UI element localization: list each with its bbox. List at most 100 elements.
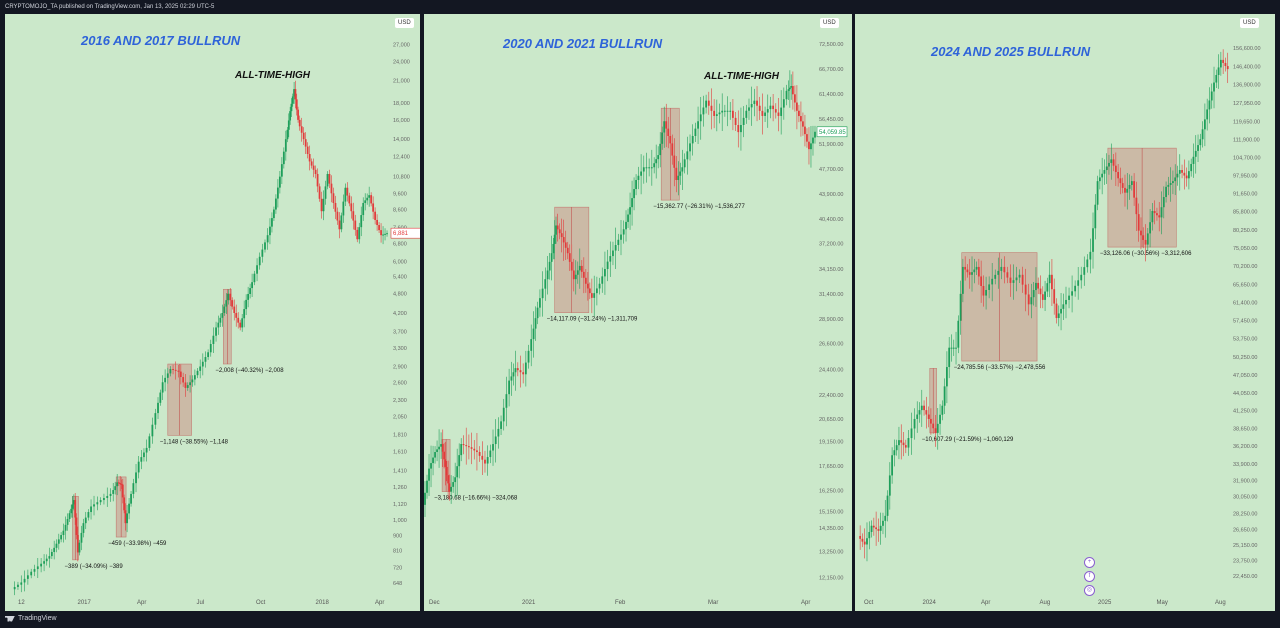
candle-body — [456, 466, 459, 478]
chart-panel-2020-2021[interactable]: 12,150.00 13,250.00 14,350.00 15,150.00 16,2… — [424, 14, 852, 611]
candle-body — [907, 438, 910, 448]
candle-body — [50, 551, 53, 557]
y-tick-label: 12,150.00 — [819, 576, 843, 582]
y-tick-label: 9,600 — [393, 192, 407, 198]
candle-body — [441, 444, 444, 452]
candle-body — [539, 298, 541, 308]
y-tick-label: 47,050.00 — [1233, 373, 1257, 379]
candle-body — [66, 519, 69, 525]
chart-svg-2[interactable]: 12,150.00 13,250.00 14,350.00 15,150.00 16,2… — [424, 14, 852, 611]
candle-body — [278, 176, 281, 188]
panel-title: 2024 AND 2025 BULLRUN — [931, 44, 1091, 59]
candle-body — [128, 503, 130, 514]
candle-body — [57, 539, 60, 544]
correction-label: −3,180.68 (−16.66%) −324,068 — [434, 496, 518, 502]
candle-body — [1190, 163, 1193, 172]
candle-body — [622, 229, 625, 235]
candle-body — [492, 444, 494, 451]
chart-svg-3[interactable]: 22,450.00 23,750.00 25,150.00 26,650.00 28,2… — [855, 14, 1275, 611]
candle-body — [1121, 183, 1124, 188]
y-tick-label: 37,200.00 — [819, 241, 843, 247]
candle-body — [606, 261, 609, 269]
candle-body — [734, 117, 737, 125]
candle-body — [510, 376, 513, 381]
y-tick-label: 25,150.00 — [1233, 543, 1257, 549]
candle-body — [742, 117, 745, 125]
candle-body — [380, 230, 382, 236]
candle-body — [186, 385, 189, 388]
candle-body — [225, 300, 228, 307]
candle-body — [959, 293, 962, 321]
plus-icon[interactable]: + — [1084, 557, 1095, 568]
candle-body — [588, 288, 591, 294]
candle-body — [444, 459, 447, 467]
candle-body — [927, 414, 930, 419]
currency-badge[interactable]: USD — [395, 18, 414, 28]
candle-body — [312, 165, 315, 170]
candle-body — [40, 563, 43, 567]
candle-body — [438, 446, 440, 450]
currency-badge[interactable]: USD — [1240, 18, 1259, 28]
candle-body — [271, 218, 273, 227]
candle-body — [1048, 274, 1051, 284]
candle-body — [470, 447, 473, 449]
x-tick-label: May — [1157, 600, 1168, 606]
currency-badge[interactable]: USD — [820, 18, 839, 28]
candle-body — [980, 276, 983, 287]
candle-body — [675, 167, 678, 180]
candle-body — [1015, 277, 1018, 281]
tradingview-logo[interactable]: TradingView — [5, 615, 57, 622]
candle-body — [715, 114, 718, 116]
candle-body — [116, 482, 119, 487]
y-tick-label: 111,900.00 — [1233, 137, 1260, 143]
candle-body — [1124, 187, 1126, 193]
y-tick-label: 2,300 — [393, 398, 407, 404]
chart-svg-1[interactable]: 648 720 810 900 1,000 1,120 1,260 1,410 1,610 1,8… — [5, 14, 420, 611]
candle-body — [60, 535, 63, 540]
candle-body — [681, 167, 684, 172]
y-tick-label: 61,400.00 — [1233, 301, 1257, 307]
candle-body — [1092, 228, 1094, 252]
candle-body — [904, 445, 907, 448]
candle-body — [440, 444, 442, 447]
candle-body — [612, 250, 614, 257]
candle-body — [249, 288, 252, 294]
candle-body — [977, 266, 980, 277]
candle-body — [1197, 145, 1199, 151]
candle-body — [808, 141, 810, 150]
candle-body — [212, 335, 215, 345]
chart-panel-2024-2025[interactable]: 22,450.00 23,750.00 25,150.00 26,650.00 28,2… — [855, 14, 1275, 611]
candle-body — [645, 167, 648, 169]
facebook-icon[interactable]: f — [1084, 571, 1095, 582]
candle-body — [590, 293, 593, 298]
candle-body — [991, 278, 994, 285]
y-tick-label: 2,050 — [393, 415, 407, 421]
candle-body — [201, 361, 204, 367]
candle-body — [872, 525, 875, 528]
y-tick-label: 3,700 — [393, 329, 407, 335]
candle-body — [934, 428, 937, 433]
candle-body — [659, 143, 662, 156]
candle-body — [930, 418, 932, 424]
candle-body — [766, 109, 769, 113]
candle-body — [1051, 274, 1053, 290]
candle-body — [247, 293, 250, 300]
candle-body — [172, 369, 174, 371]
candle-body — [189, 382, 191, 386]
candle-body — [478, 452, 481, 456]
candle-body — [677, 175, 680, 180]
candle-body — [454, 477, 457, 483]
candle-body — [23, 578, 26, 583]
flag-icon[interactable]: ◎ — [1084, 585, 1095, 596]
candle-body — [512, 372, 515, 377]
candle-body — [985, 289, 987, 296]
candle-body — [705, 100, 708, 108]
candle-body — [580, 265, 583, 272]
candle-body — [1201, 129, 1204, 140]
candle-body — [336, 211, 339, 221]
candle-body — [555, 225, 557, 235]
chart-panel-2016-2017[interactable]: 648 720 810 900 1,000 1,120 1,260 1,410 1,610 1,8… — [5, 14, 420, 611]
candle-body — [772, 105, 775, 110]
candle-body — [1160, 207, 1163, 218]
candle-body — [868, 531, 871, 539]
